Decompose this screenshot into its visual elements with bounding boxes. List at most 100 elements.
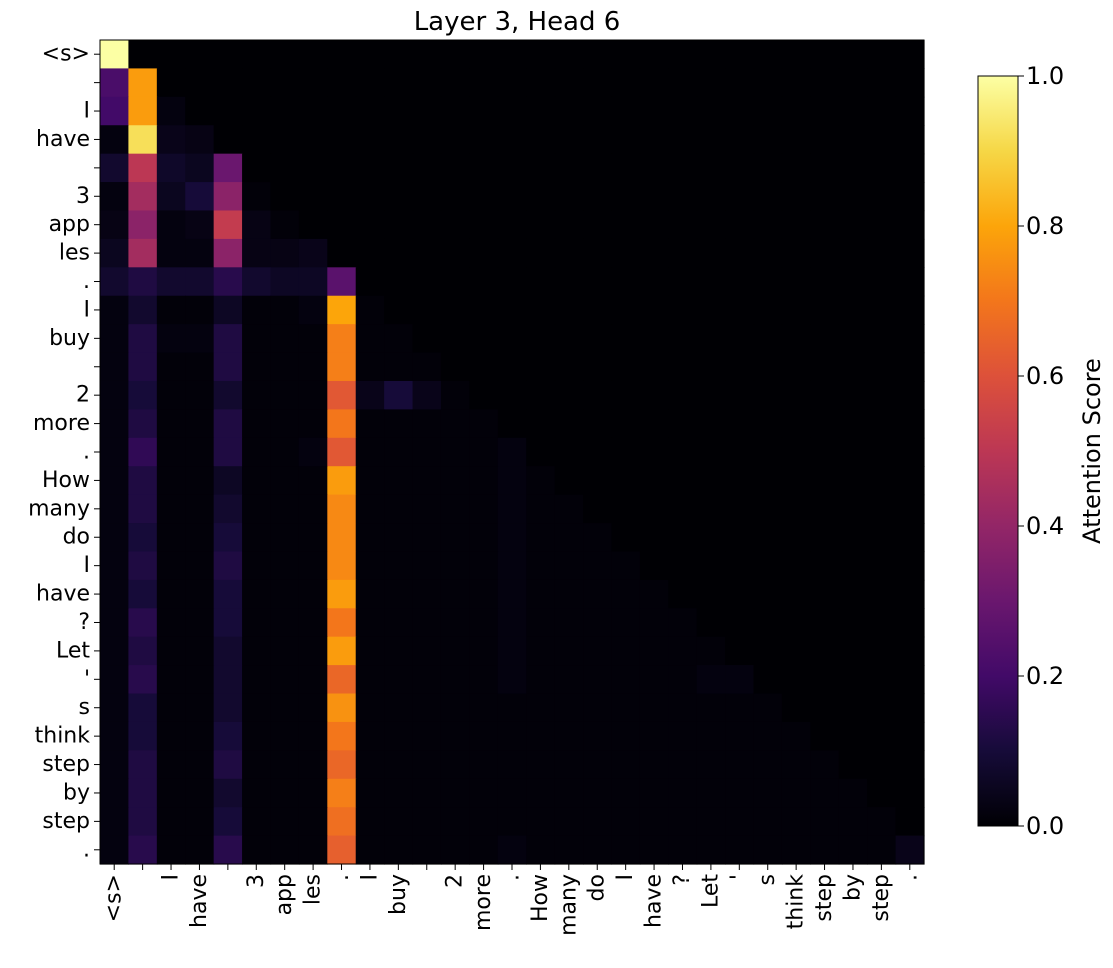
heatmap-cell bbox=[156, 835, 186, 865]
heatmap-cell bbox=[270, 295, 300, 325]
heatmap-cell bbox=[100, 409, 130, 439]
heatmap-cell bbox=[725, 636, 755, 666]
heatmap-cell bbox=[696, 835, 726, 865]
heatmap-cell bbox=[639, 807, 669, 837]
heatmap-cell bbox=[185, 835, 215, 865]
heatmap-cell bbox=[554, 608, 584, 638]
heatmap-cell bbox=[298, 324, 328, 354]
heatmap-cell bbox=[100, 665, 130, 695]
heatmap-cell bbox=[327, 352, 357, 382]
heatmap-cell bbox=[781, 40, 811, 70]
heatmap-cell bbox=[583, 608, 613, 638]
heatmap-cell bbox=[128, 835, 158, 865]
heatmap-cell bbox=[242, 324, 272, 354]
heatmap-cell bbox=[696, 352, 726, 382]
heatmap-cell bbox=[128, 68, 158, 98]
heatmap-cell bbox=[412, 551, 442, 581]
heatmap-cell bbox=[185, 466, 215, 496]
heatmap-cell bbox=[270, 267, 300, 297]
heatmap-cell bbox=[469, 68, 499, 98]
heatmap-cell bbox=[185, 437, 215, 467]
heatmap-cell bbox=[384, 778, 414, 808]
heatmap-cell bbox=[583, 238, 613, 268]
heatmap-cell bbox=[128, 778, 158, 808]
heatmap-cell bbox=[781, 835, 811, 865]
heatmap-cell bbox=[412, 523, 442, 553]
heatmap-cell bbox=[469, 494, 499, 524]
heatmap-cell bbox=[270, 494, 300, 524]
y-tick-label: 2 bbox=[76, 383, 90, 408]
heatmap-cell bbox=[440, 665, 470, 695]
heatmap-cell bbox=[185, 96, 215, 126]
heatmap-cell bbox=[469, 608, 499, 638]
heatmap-cell bbox=[725, 608, 755, 638]
heatmap-cell bbox=[838, 750, 868, 780]
heatmap-cell bbox=[810, 96, 840, 126]
heatmap-cell bbox=[838, 437, 868, 467]
heatmap-cell bbox=[327, 466, 357, 496]
heatmap-cell bbox=[384, 238, 414, 268]
heatmap-cell bbox=[526, 636, 556, 666]
heatmap-cell bbox=[668, 437, 698, 467]
heatmap-cell bbox=[753, 579, 783, 609]
heatmap-cell bbox=[668, 125, 698, 155]
heatmap-cell bbox=[156, 153, 186, 183]
heatmap-cell bbox=[156, 182, 186, 212]
heatmap-cell bbox=[298, 551, 328, 581]
heatmap-cell bbox=[497, 210, 527, 240]
x-tick-label: do bbox=[585, 874, 610, 901]
heatmap-cell bbox=[128, 182, 158, 212]
heatmap-cell bbox=[327, 238, 357, 268]
heatmap-cell bbox=[526, 750, 556, 780]
heatmap-cell bbox=[668, 40, 698, 70]
heatmap-cell bbox=[554, 324, 584, 354]
heatmap-cell bbox=[554, 238, 584, 268]
heatmap-cell bbox=[639, 466, 669, 496]
heatmap-cell bbox=[668, 551, 698, 581]
heatmap-cell bbox=[583, 665, 613, 695]
y-tick-label: think bbox=[35, 724, 91, 749]
heatmap-cell bbox=[270, 693, 300, 723]
heatmap-cell bbox=[242, 68, 272, 98]
heatmap-cell bbox=[696, 182, 726, 212]
heatmap-cell bbox=[270, 182, 300, 212]
heatmap-cell bbox=[128, 693, 158, 723]
heatmap-cell bbox=[213, 807, 243, 837]
heatmap-cell bbox=[611, 721, 641, 751]
heatmap-cell bbox=[213, 267, 243, 297]
heatmap-cell bbox=[327, 835, 357, 865]
heatmap-cell bbox=[526, 182, 556, 212]
heatmap-cell bbox=[298, 40, 328, 70]
heatmap-cell bbox=[810, 125, 840, 155]
heatmap-cell bbox=[554, 267, 584, 297]
heatmap-cell bbox=[895, 295, 925, 325]
heatmap-cell bbox=[668, 295, 698, 325]
heatmap-cell bbox=[867, 693, 897, 723]
heatmap-cell bbox=[242, 636, 272, 666]
heatmap-cell bbox=[327, 437, 357, 467]
heatmap-cell bbox=[611, 125, 641, 155]
heatmap-cell bbox=[668, 494, 698, 524]
heatmap-cell bbox=[156, 380, 186, 410]
heatmap-cell bbox=[668, 182, 698, 212]
heatmap-cell bbox=[440, 68, 470, 98]
heatmap-cell bbox=[639, 437, 669, 467]
heatmap-cell bbox=[668, 778, 698, 808]
x-tick-label: . bbox=[329, 874, 354, 881]
heatmap-cell bbox=[213, 295, 243, 325]
heatmap-cell bbox=[611, 636, 641, 666]
heatmap-cell bbox=[753, 238, 783, 268]
heatmap-cell bbox=[213, 494, 243, 524]
heatmap-cell bbox=[298, 665, 328, 695]
heatmap-cell bbox=[725, 778, 755, 808]
heatmap-cell bbox=[100, 693, 130, 723]
heatmap-cell bbox=[355, 324, 385, 354]
heatmap-cell bbox=[327, 182, 357, 212]
heatmap-cell bbox=[895, 437, 925, 467]
y-tick-label: How bbox=[42, 468, 90, 493]
heatmap-cell bbox=[696, 721, 726, 751]
heatmap-cell bbox=[668, 636, 698, 666]
heatmap-cell bbox=[100, 579, 130, 609]
x-tick-label: buy bbox=[386, 874, 411, 915]
